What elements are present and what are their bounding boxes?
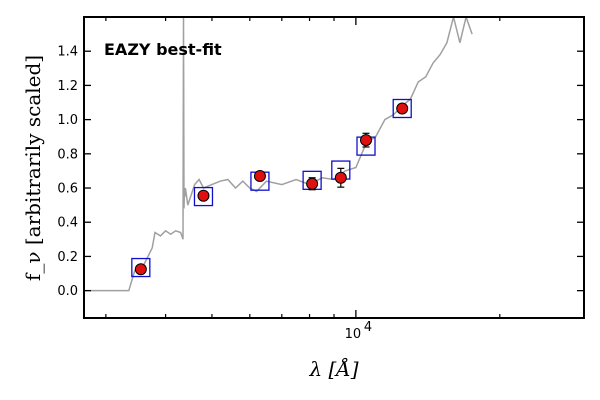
y-tick-label: 0.8 — [57, 147, 78, 162]
plot-frame — [83, 16, 585, 319]
model-photometry-square — [131, 257, 151, 278]
x-tick-exponent: 4 — [364, 320, 372, 335]
observed-point — [396, 102, 409, 115]
chart-annotation: EAZY best-fit — [104, 40, 222, 59]
observed-point — [334, 171, 347, 184]
observed-point — [360, 134, 373, 147]
observed-point — [253, 170, 266, 183]
y-axis-label: f_ν [arbitrarily scaled] — [21, 55, 45, 281]
y-tick-label: 0.0 — [57, 284, 78, 299]
observed-point — [306, 177, 319, 190]
observed-point — [197, 189, 210, 202]
y-tick-label: 0.6 — [57, 182, 78, 197]
template-spectrum-line — [84, 17, 473, 292]
y-tick-label: 0.4 — [57, 216, 78, 231]
axes: 0.0 0.2 0.4 0.6 0.8 1.0 1.2 1.4 10 4 — [57, 16, 585, 342]
model-photometry-square — [392, 98, 412, 119]
x-axis-label: λ [Å] — [308, 356, 358, 381]
x-tick-label: 10 — [345, 327, 362, 342]
plot-area — [84, 17, 473, 292]
model-photometry-square — [193, 186, 214, 207]
y-tick-label: 1.4 — [57, 45, 78, 60]
y-tick-label: 1.0 — [57, 113, 78, 128]
y-tick-label: 0.2 — [57, 250, 78, 265]
observed-point — [134, 263, 147, 276]
y-tick-label: 1.2 — [57, 79, 78, 94]
